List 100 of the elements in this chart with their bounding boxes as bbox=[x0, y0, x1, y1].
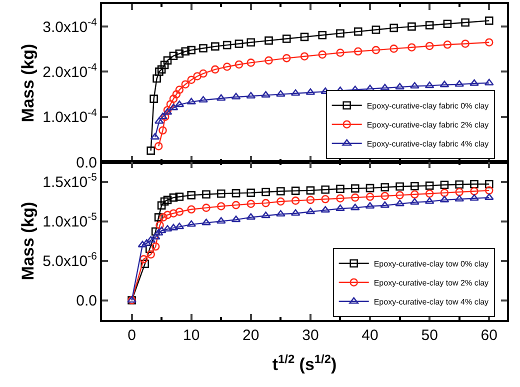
point bbox=[216, 94, 226, 101]
point bbox=[336, 184, 344, 194]
point bbox=[410, 82, 420, 89]
point bbox=[175, 50, 184, 58]
y-tick-label: 1.0x10$^{-5}$ bbox=[42, 211, 98, 230]
point bbox=[168, 224, 178, 230]
point bbox=[395, 82, 404, 90]
point bbox=[160, 112, 170, 122]
point bbox=[306, 196, 315, 204]
point bbox=[484, 38, 494, 47]
point bbox=[290, 209, 300, 216]
point bbox=[461, 18, 470, 27]
point bbox=[140, 255, 148, 264]
point bbox=[232, 200, 240, 210]
point bbox=[140, 260, 150, 268]
point bbox=[160, 60, 169, 70]
point bbox=[157, 201, 166, 210]
point bbox=[193, 72, 202, 80]
point bbox=[396, 182, 404, 191]
point bbox=[163, 196, 172, 204]
point bbox=[163, 210, 172, 220]
y-tick-label: 2.0x10$^{-4}$ bbox=[42, 62, 98, 81]
point bbox=[282, 54, 291, 62]
point bbox=[142, 239, 152, 246]
point bbox=[365, 202, 375, 209]
point bbox=[440, 180, 449, 190]
x-tick-label: 30 bbox=[302, 327, 319, 344]
point bbox=[166, 100, 175, 108]
point bbox=[187, 46, 196, 54]
point bbox=[300, 52, 309, 61]
point bbox=[396, 191, 404, 200]
point bbox=[336, 194, 344, 202]
x-tick-label: 60 bbox=[480, 327, 498, 344]
point bbox=[408, 43, 416, 52]
point bbox=[186, 98, 196, 104]
point bbox=[440, 196, 450, 202]
point bbox=[169, 193, 178, 202]
point bbox=[232, 189, 240, 198]
y-tick-label: 0.0 bbox=[76, 292, 97, 310]
point bbox=[395, 200, 404, 206]
point bbox=[440, 188, 449, 197]
point bbox=[181, 47, 190, 56]
point bbox=[151, 242, 160, 251]
legend-label: Epoxy-curative-clay tow 0% clay bbox=[374, 259, 489, 268]
point bbox=[175, 208, 184, 216]
point bbox=[150, 232, 160, 240]
point bbox=[246, 200, 256, 208]
x-tick-label: 20 bbox=[242, 327, 260, 344]
point bbox=[443, 20, 452, 28]
point bbox=[157, 65, 166, 74]
point bbox=[163, 56, 172, 65]
point bbox=[156, 221, 164, 230]
point bbox=[290, 89, 300, 96]
point bbox=[169, 209, 178, 218]
point bbox=[234, 60, 244, 69]
point bbox=[380, 192, 390, 200]
point bbox=[336, 204, 345, 212]
point bbox=[186, 220, 196, 227]
point bbox=[216, 189, 226, 198]
point bbox=[276, 90, 286, 97]
point bbox=[146, 236, 156, 243]
point bbox=[454, 80, 464, 87]
point bbox=[318, 31, 327, 40]
point bbox=[321, 194, 330, 204]
point bbox=[484, 193, 494, 200]
x-tick-label: 0 bbox=[128, 327, 136, 344]
point bbox=[366, 184, 374, 192]
point bbox=[152, 74, 161, 83]
point bbox=[484, 16, 494, 25]
point bbox=[246, 213, 256, 220]
point bbox=[187, 191, 196, 200]
point bbox=[158, 112, 168, 120]
point bbox=[484, 180, 494, 188]
point bbox=[187, 76, 196, 84]
point bbox=[168, 104, 178, 110]
point bbox=[291, 186, 300, 195]
point bbox=[174, 100, 184, 108]
point bbox=[455, 188, 464, 196]
point bbox=[187, 205, 196, 214]
point bbox=[202, 204, 210, 212]
point bbox=[199, 69, 208, 78]
point bbox=[202, 218, 211, 226]
point bbox=[231, 92, 241, 100]
point bbox=[216, 217, 226, 224]
point bbox=[372, 46, 380, 54]
point bbox=[160, 197, 169, 206]
point bbox=[282, 34, 291, 43]
point bbox=[262, 188, 270, 196]
point bbox=[390, 44, 398, 53]
point bbox=[470, 194, 479, 201]
point bbox=[246, 188, 256, 197]
point bbox=[146, 146, 155, 155]
point bbox=[461, 40, 470, 48]
point bbox=[380, 183, 390, 192]
legend-label: Epoxy-curative-clay fabric 4% clay bbox=[366, 139, 489, 148]
point bbox=[484, 78, 494, 86]
point bbox=[216, 202, 226, 210]
legend-label: Epoxy-curative-clay tow 2% clay bbox=[374, 278, 489, 288]
point bbox=[350, 193, 360, 202]
x-tick-label: 40 bbox=[362, 327, 378, 344]
